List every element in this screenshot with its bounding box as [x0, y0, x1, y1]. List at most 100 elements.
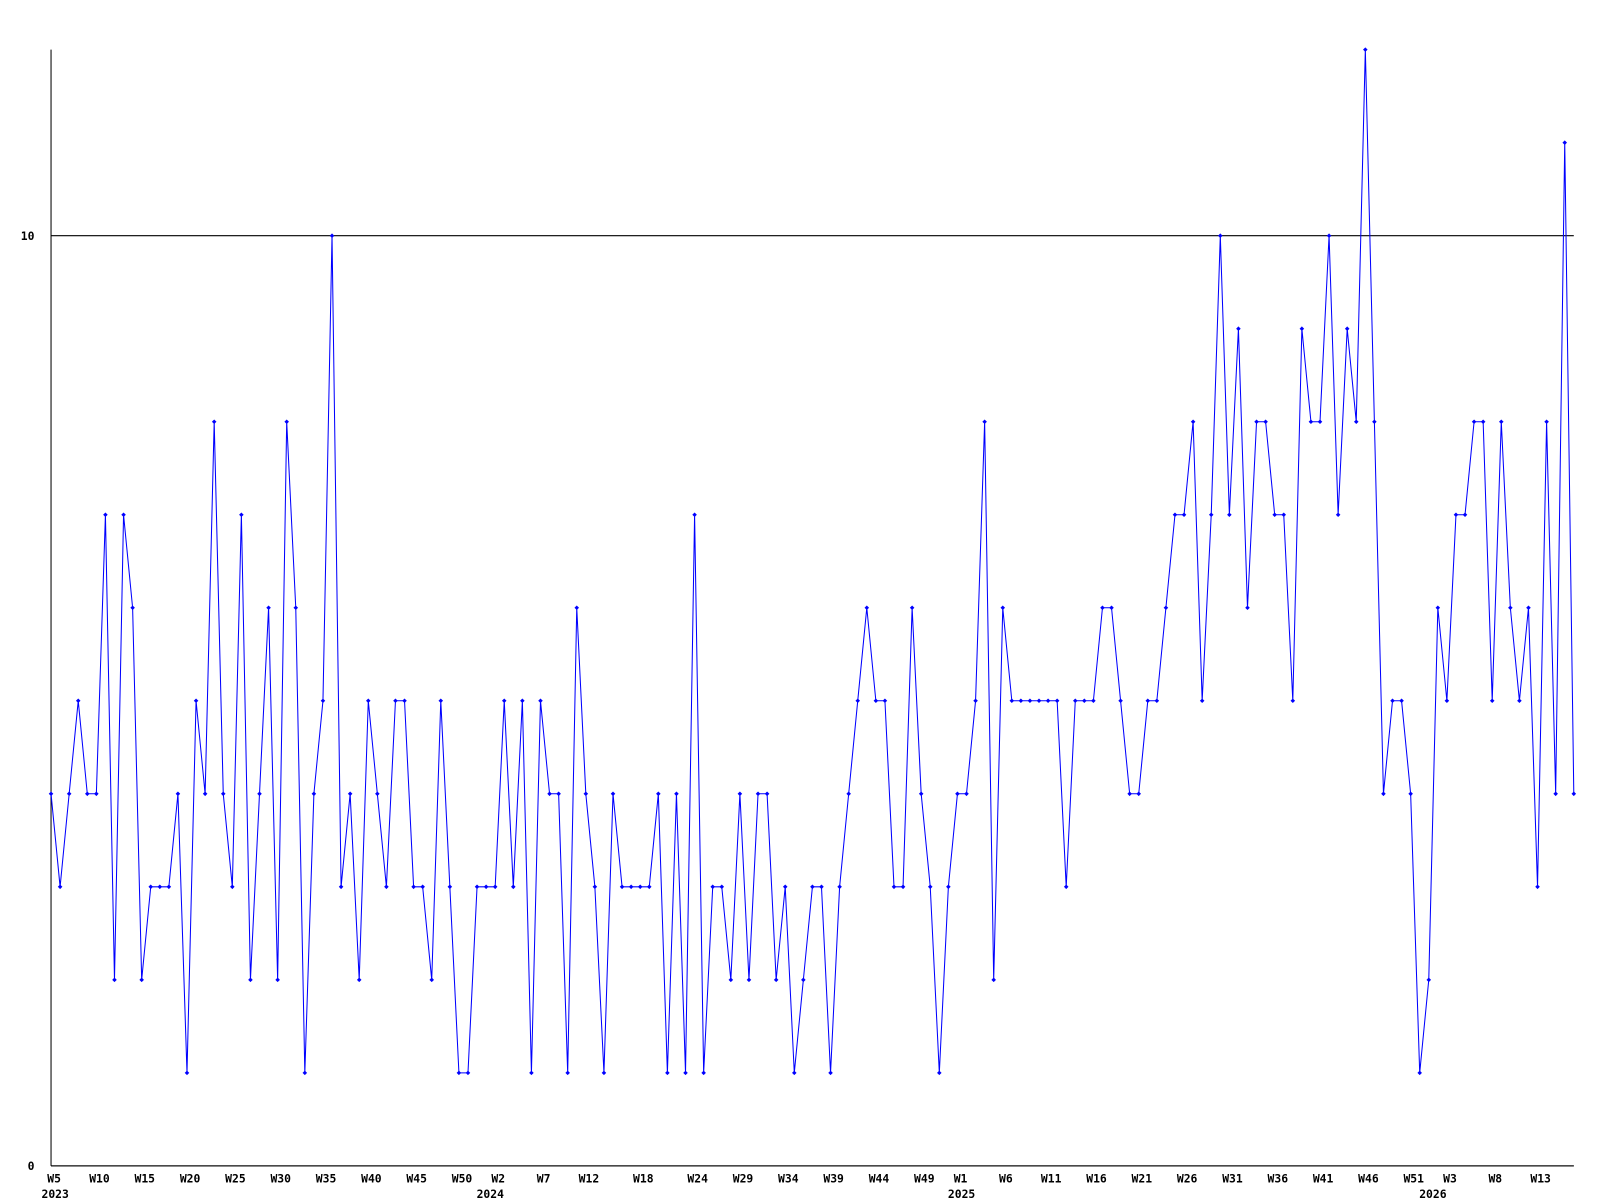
y-tick-label: 10 — [21, 229, 35, 243]
point — [1000, 605, 1006, 611]
point — [601, 1070, 607, 1076]
point — [1018, 698, 1024, 704]
y-tick-label: 0 — [28, 1159, 35, 1173]
point — [909, 605, 915, 611]
point — [1172, 512, 1178, 518]
point — [955, 791, 960, 797]
point — [1408, 791, 1413, 797]
point — [1299, 326, 1305, 331]
point — [1245, 605, 1250, 611]
point — [810, 884, 815, 890]
point — [284, 419, 289, 424]
point — [828, 1070, 833, 1076]
point — [1136, 791, 1141, 797]
point — [1326, 233, 1332, 238]
point — [864, 605, 870, 611]
x-year-label: 2023 — [41, 1187, 69, 1200]
x-year-label: 2025 — [948, 1187, 976, 1200]
x-tick-label: W15 — [135, 1171, 156, 1185]
point — [121, 512, 126, 518]
point — [184, 1070, 190, 1076]
x-tick-label: W26 — [1177, 1171, 1198, 1185]
x-tick-label: W18 — [633, 1171, 654, 1185]
x-tick-label: W13 — [1530, 1171, 1551, 1185]
point — [275, 977, 280, 983]
point — [773, 977, 779, 983]
x-tick-label: W25 — [225, 1171, 246, 1185]
point — [302, 1070, 308, 1076]
point — [1263, 419, 1268, 424]
point — [420, 884, 425, 890]
point — [927, 884, 933, 890]
point — [1054, 698, 1060, 704]
point — [166, 884, 172, 890]
point — [483, 884, 489, 890]
point — [1063, 884, 1069, 890]
x-tick-label: W40 — [361, 1171, 382, 1185]
x-tick-label: W41 — [1313, 1171, 1334, 1185]
point — [819, 884, 824, 890]
x-tick-label: W10 — [89, 1171, 110, 1185]
point — [257, 791, 262, 797]
point — [1082, 698, 1087, 704]
x-tick-label: W50 — [452, 1171, 473, 1185]
point — [130, 605, 135, 611]
point — [85, 791, 90, 797]
point — [538, 698, 543, 704]
x-tick-label: W2 — [491, 1171, 505, 1185]
point — [547, 791, 552, 797]
point — [973, 698, 978, 704]
point — [1363, 47, 1368, 52]
point — [1435, 605, 1441, 611]
point — [1308, 419, 1314, 424]
point — [1227, 512, 1232, 518]
point — [1118, 698, 1123, 704]
x-tick-label: W8 — [1488, 1171, 1502, 1185]
x-tick-label: W36 — [1268, 1171, 1289, 1185]
point — [946, 884, 951, 890]
point — [447, 884, 453, 890]
point — [1127, 791, 1132, 797]
point — [375, 791, 380, 797]
point — [1344, 326, 1350, 331]
point — [1544, 419, 1549, 424]
point — [855, 698, 861, 704]
point — [1199, 698, 1205, 704]
point — [411, 884, 416, 890]
point — [801, 977, 806, 983]
point — [1109, 605, 1114, 611]
point — [148, 884, 154, 890]
x-tick-label: W5 — [47, 1171, 61, 1185]
point — [1381, 791, 1386, 797]
point — [574, 605, 580, 611]
x-tick-label: W34 — [778, 1171, 799, 1185]
point — [520, 698, 525, 704]
point — [719, 884, 725, 890]
point — [746, 977, 752, 983]
point — [991, 977, 996, 983]
point — [610, 791, 616, 797]
point — [139, 977, 144, 983]
point — [329, 233, 335, 238]
point — [846, 791, 851, 797]
point — [1390, 698, 1395, 704]
point — [565, 1070, 570, 1076]
x-tick-label: W45 — [406, 1171, 427, 1185]
point — [1154, 698, 1160, 704]
x-tick-label: W3 — [1443, 1171, 1457, 1185]
point — [1508, 605, 1513, 611]
point — [728, 977, 734, 983]
point — [193, 698, 199, 704]
x-year-label: 2026 — [1419, 1187, 1447, 1200]
point — [94, 791, 99, 797]
x-tick-label: W35 — [316, 1171, 337, 1185]
x-tick-label: W49 — [914, 1171, 935, 1185]
x-tick-label: W39 — [823, 1171, 844, 1185]
point — [583, 791, 589, 797]
point — [1045, 698, 1051, 704]
point — [882, 698, 888, 704]
point — [465, 1070, 471, 1076]
point — [1535, 884, 1540, 890]
point — [438, 698, 444, 704]
point — [1009, 698, 1015, 704]
